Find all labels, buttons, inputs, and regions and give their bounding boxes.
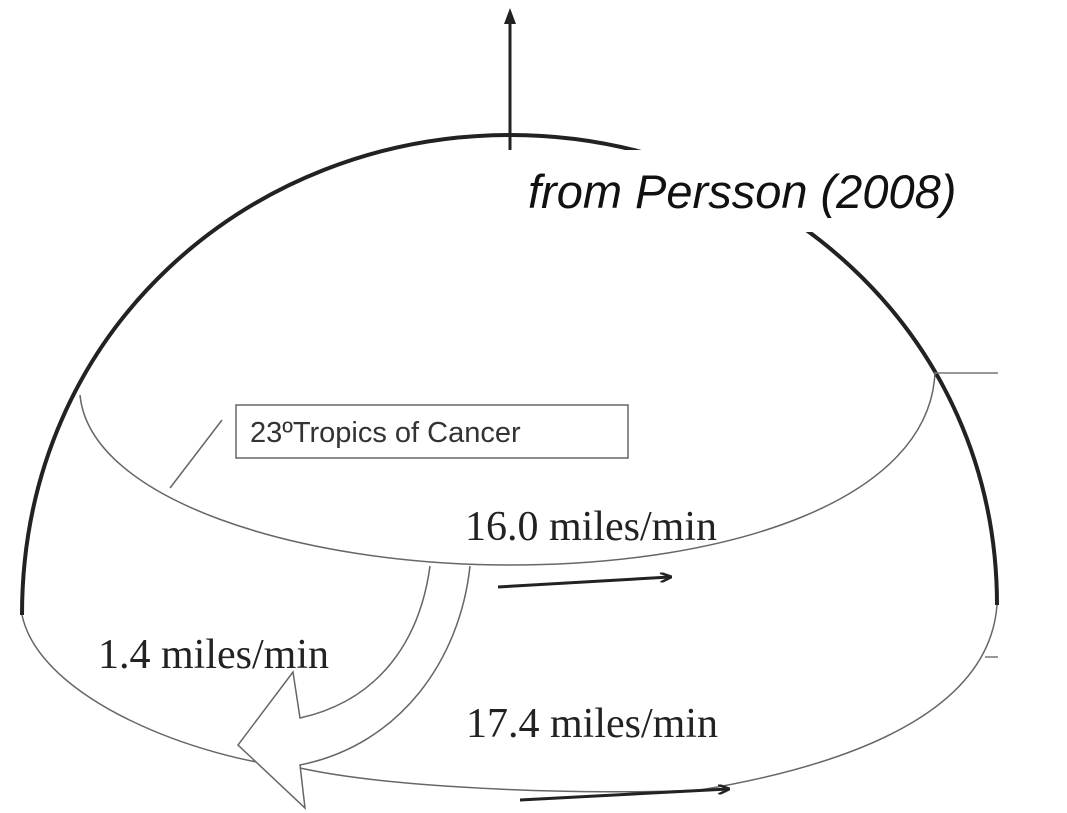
source-box xyxy=(505,150,1067,232)
pointer xyxy=(169,419,223,489)
source: from Persson (2008) xyxy=(528,165,956,218)
speed-label: 1.4 miles/min xyxy=(98,632,329,678)
box-label: 23ºTropics of Cancer xyxy=(250,417,521,449)
label-box xyxy=(235,404,629,459)
arrow xyxy=(519,789,728,802)
tropic-line xyxy=(79,371,936,566)
axis-head xyxy=(504,8,516,24)
speed-label: 16.0 miles/min xyxy=(465,504,717,550)
curved-arrow xyxy=(236,565,471,810)
hemisphere xyxy=(20,132,999,616)
speed-label: 17.4 miles/min xyxy=(466,701,718,747)
arrow xyxy=(497,577,670,589)
